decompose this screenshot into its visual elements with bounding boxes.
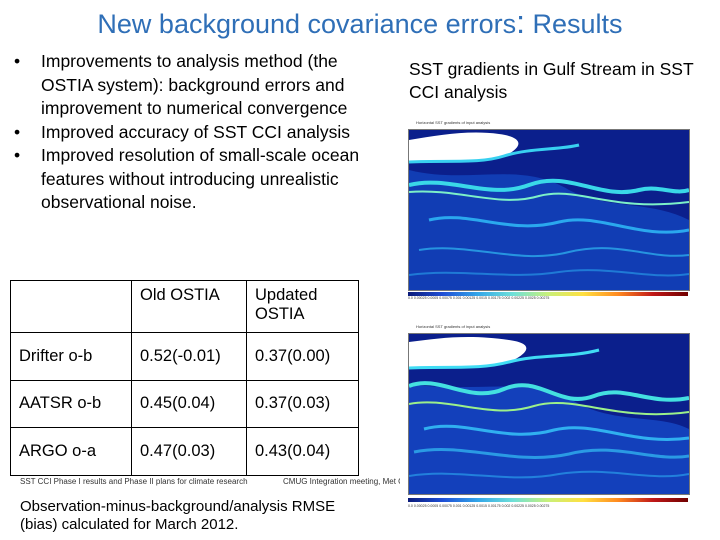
colorbar-tick: 0.00075 xyxy=(439,504,452,508)
sst-gradient-map-bottom: Horizontal SST gradients of input analys… xyxy=(400,322,694,518)
bullet-dot: • xyxy=(14,51,21,71)
map-image xyxy=(408,333,690,495)
bullet-list: • Improvements to analysis method (the OS… xyxy=(10,50,365,215)
colorbar-labels: 0.0 0.00025 0.0005 0.00075 0.001 0.00125… xyxy=(408,296,688,300)
bullet-dot: • xyxy=(14,145,21,165)
colorbar-tick: 0.00275 xyxy=(536,296,550,300)
title-suffix: Results xyxy=(525,9,623,39)
title-main: New background covariance errors xyxy=(97,9,517,39)
bullet-text: Improved accuracy of SST CCI analysis xyxy=(41,121,350,142)
colorbar-tick: 0.00275 xyxy=(536,504,550,508)
colorbar-tick: 0.0025 xyxy=(524,296,536,300)
table-cell: ARGO o-a xyxy=(10,427,132,476)
colorbar-tick: 0.001 xyxy=(452,504,462,508)
rmse-table: Old OSTIA Updated OSTIA Drifter o-b 0.52… xyxy=(10,280,359,476)
footer-left: SST CCI Phase I results and Phase II pla… xyxy=(20,477,248,486)
colorbar-tick: 0.00175 xyxy=(487,504,501,508)
colorbar-tick: 0.002 xyxy=(501,296,511,300)
land-mass xyxy=(409,132,519,162)
map-image xyxy=(408,129,690,291)
table-cell: 0.37(0.03) xyxy=(246,379,359,429)
colorbar-tick: 0.00075 xyxy=(439,296,452,300)
footer-right: CMUG Integration meeting, Met O xyxy=(283,477,405,486)
colorbar-tick: 0.00025 xyxy=(413,504,427,508)
right-heading: SST gradients in Gulf Stream in SST CCI … xyxy=(409,59,694,102)
bullet-item: • Improved accuracy of SST CCI analysis xyxy=(10,121,365,145)
colorbar-tick: 0.0005 xyxy=(427,504,439,508)
colorbar-labels: 0.0 0.00025 0.0005 0.00075 0.001 0.00125… xyxy=(408,504,688,508)
table-cell: AATSR o-b xyxy=(10,379,132,429)
colorbar-tick: 0.00125 xyxy=(462,296,476,300)
table-row: ARGO o-a 0.47(0.03) 0.43(0.04) xyxy=(10,427,359,476)
table-row: Drifter o-b 0.52(-0.01) 0.37(0.00) xyxy=(10,332,359,381)
bullet-dot: • xyxy=(14,121,21,142)
land-mass xyxy=(409,336,527,368)
colorbar-tick: 0.0 xyxy=(408,296,413,300)
table-cell: Drifter o-b xyxy=(10,332,132,381)
slide-title: New background covariance errors: Result… xyxy=(0,4,720,41)
table-cell: 0.37(0.00) xyxy=(246,332,359,381)
table-cell: 0.45(0.04) xyxy=(131,379,247,429)
table-cell: 0.52(-0.01) xyxy=(131,332,247,381)
colorbar-tick: 0.0015 xyxy=(476,504,487,508)
bullet-text: Improved resolution of small-scale ocean… xyxy=(41,145,360,212)
bullet-text: Improvements to analysis method (the OST… xyxy=(41,51,348,118)
table-header-cell: Updated OSTIA xyxy=(246,280,359,333)
title-colon: : xyxy=(516,4,526,40)
table-row: AATSR o-b 0.45(0.04) 0.37(0.03) xyxy=(10,379,359,429)
bullet-item: • Improved resolution of small-scale ocea… xyxy=(10,144,365,215)
table-cell: 0.47(0.03) xyxy=(131,427,247,476)
colorbar-tick: 0.00225 xyxy=(511,296,524,300)
sst-gradient-map-top: Horizontal SST gradients of input analys… xyxy=(400,118,694,300)
colorbar-tick: 0.00025 xyxy=(413,296,427,300)
map-title: Horizontal SST gradients of input analys… xyxy=(416,120,491,125)
table-caption: Observation-minus-background/analysis RM… xyxy=(20,498,336,533)
colorbar-tick: 0.0025 xyxy=(524,504,536,508)
colorbar-tick: 0.00125 xyxy=(462,504,476,508)
colorbar xyxy=(408,498,688,502)
gulf-stream-gradient-field xyxy=(409,334,689,494)
colorbar-tick: 0.001 xyxy=(452,296,462,300)
bullet-item: • Improvements to analysis method (the OS… xyxy=(10,50,365,121)
table-header-cell: Old OSTIA xyxy=(131,280,247,333)
table-header-cell xyxy=(10,280,132,333)
colorbar-tick: 0.0 xyxy=(408,504,413,508)
table-cell: 0.43(0.04) xyxy=(246,427,359,476)
colorbar-tick: 0.00225 xyxy=(511,504,524,508)
table-header-row: Old OSTIA Updated OSTIA xyxy=(10,280,359,333)
colorbar-tick: 0.00175 xyxy=(487,296,501,300)
colorbar-tick: 0.002 xyxy=(501,504,511,508)
map-title: Horizontal SST gradients of input analys… xyxy=(416,324,491,329)
gulf-stream-gradient-field xyxy=(409,130,689,290)
colorbar-tick: 0.0015 xyxy=(476,296,487,300)
colorbar-tick: 0.0005 xyxy=(427,296,439,300)
colorbar xyxy=(408,292,688,296)
